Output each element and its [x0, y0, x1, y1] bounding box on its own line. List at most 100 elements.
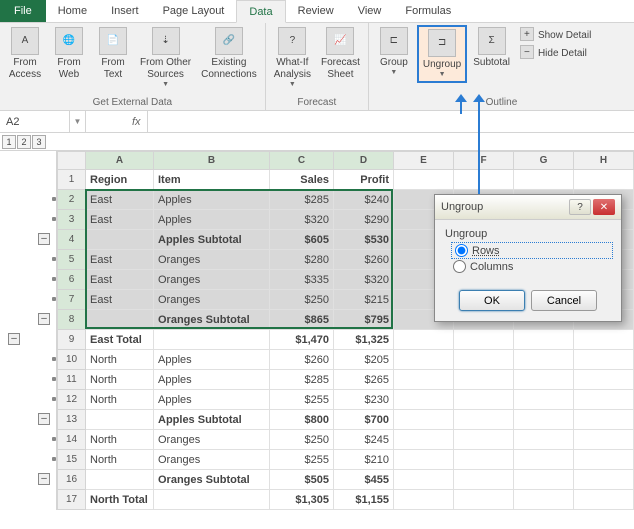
cell[interactable]: $260: [270, 350, 334, 370]
cell[interactable]: $265: [334, 370, 394, 390]
cell[interactable]: Apples Subtotal: [154, 410, 270, 430]
row-header[interactable]: 16: [58, 470, 86, 490]
col-header-E[interactable]: E: [394, 152, 454, 170]
outline-collapse-button[interactable]: –: [38, 233, 50, 245]
hide-detail-button[interactable]: −Hide Detail: [520, 45, 591, 61]
col-header-G[interactable]: G: [514, 152, 574, 170]
row-header[interactable]: 1: [58, 170, 86, 190]
col-header-A[interactable]: A: [86, 152, 154, 170]
row-header[interactable]: 2: [58, 190, 86, 210]
cell[interactable]: Apples: [154, 370, 270, 390]
row-header[interactable]: 13: [58, 410, 86, 430]
tab-data[interactable]: Data: [236, 0, 285, 23]
cell[interactable]: Profit: [334, 170, 394, 190]
cell[interactable]: Sales: [270, 170, 334, 190]
tab-home[interactable]: Home: [46, 0, 99, 22]
outline-level-3[interactable]: 3: [32, 135, 46, 149]
radio-rows[interactable]: Rows: [453, 244, 611, 257]
cell[interactable]: North: [86, 450, 154, 470]
cell[interactable]: $605: [270, 230, 334, 250]
cell[interactable]: $255: [270, 390, 334, 410]
tab-formulas[interactable]: Formulas: [393, 0, 463, 22]
tab-review[interactable]: Review: [286, 0, 346, 22]
cell[interactable]: Oranges Subtotal: [154, 470, 270, 490]
cell[interactable]: East: [86, 250, 154, 270]
cell[interactable]: $250: [270, 290, 334, 310]
row-header[interactable]: 15: [58, 450, 86, 470]
forecast-sheet-button[interactable]: 📈Forecast Sheet: [317, 25, 364, 83]
file-tab[interactable]: File: [0, 0, 46, 22]
cell[interactable]: [86, 410, 154, 430]
show-detail-button[interactable]: +Show Detail: [520, 27, 591, 43]
cell[interactable]: $215: [334, 290, 394, 310]
col-header-F[interactable]: F: [454, 152, 514, 170]
cell[interactable]: $795: [334, 310, 394, 330]
cell[interactable]: [86, 230, 154, 250]
cell[interactable]: $210: [334, 450, 394, 470]
cell[interactable]: $530: [334, 230, 394, 250]
tab-page-layout[interactable]: Page Layout: [151, 0, 237, 22]
col-header-D[interactable]: D: [334, 152, 394, 170]
cell[interactable]: $285: [270, 190, 334, 210]
name-box[interactable]: A2: [0, 111, 70, 132]
outline-level-1[interactable]: 1: [2, 135, 16, 149]
cell[interactable]: East: [86, 210, 154, 230]
cell[interactable]: Oranges: [154, 270, 270, 290]
cell[interactable]: $285: [270, 370, 334, 390]
outline-collapse-button[interactable]: –: [38, 473, 50, 485]
row-header[interactable]: 8: [58, 310, 86, 330]
row-header[interactable]: 5: [58, 250, 86, 270]
from-access-button[interactable]: AFrom Access: [4, 25, 46, 83]
col-header-B[interactable]: B: [154, 152, 270, 170]
cell[interactable]: East: [86, 190, 154, 210]
outline-collapse-button[interactable]: –: [38, 313, 50, 325]
row-header[interactable]: 14: [58, 430, 86, 450]
select-all-corner[interactable]: [58, 152, 86, 170]
cell[interactable]: Apples: [154, 190, 270, 210]
cell[interactable]: East: [86, 290, 154, 310]
from-text-button[interactable]: 📄From Text: [92, 25, 134, 83]
cell[interactable]: North: [86, 350, 154, 370]
cell[interactable]: $250: [270, 430, 334, 450]
group-button[interactable]: ⊏Group▼: [373, 25, 415, 79]
outline-collapse-button[interactable]: –: [38, 413, 50, 425]
cell[interactable]: $255: [270, 450, 334, 470]
cell[interactable]: North Total: [86, 490, 154, 510]
cell[interactable]: East: [86, 270, 154, 290]
outline-level-2[interactable]: 2: [17, 135, 31, 149]
cell[interactable]: North: [86, 370, 154, 390]
fx-icon[interactable]: fx: [126, 111, 148, 132]
cell[interactable]: Oranges: [154, 430, 270, 450]
outline-collapse-button[interactable]: –: [8, 333, 20, 345]
dialog-titlebar[interactable]: Ungroup ? ✕: [435, 195, 621, 220]
cell[interactable]: Region: [86, 170, 154, 190]
row-header[interactable]: 17: [58, 490, 86, 510]
subtotal-button[interactable]: ΣSubtotal: [469, 25, 514, 71]
cell[interactable]: Oranges Subtotal: [154, 310, 270, 330]
row-header[interactable]: 12: [58, 390, 86, 410]
cell[interactable]: $260: [334, 250, 394, 270]
cell[interactable]: [154, 330, 270, 350]
cell[interactable]: Apples: [154, 390, 270, 410]
cell[interactable]: $1,305: [270, 490, 334, 510]
tab-view[interactable]: View: [346, 0, 394, 22]
cell[interactable]: Oranges: [154, 250, 270, 270]
cell[interactable]: [86, 310, 154, 330]
cell[interactable]: $800: [270, 410, 334, 430]
whatif-analysis-button[interactable]: ?What-If Analysis▼: [270, 25, 315, 91]
cell[interactable]: $320: [334, 270, 394, 290]
cell[interactable]: Apples: [154, 210, 270, 230]
cell[interactable]: $1,155: [334, 490, 394, 510]
cell[interactable]: North: [86, 430, 154, 450]
cell[interactable]: $240: [334, 190, 394, 210]
cell[interactable]: $205: [334, 350, 394, 370]
cell[interactable]: $230: [334, 390, 394, 410]
cell[interactable]: [86, 470, 154, 490]
from-other-sources-button[interactable]: ⇣From Other Sources▼: [136, 25, 195, 91]
row-header[interactable]: 9: [58, 330, 86, 350]
cell[interactable]: $455: [334, 470, 394, 490]
row-header[interactable]: 3: [58, 210, 86, 230]
cell[interactable]: $865: [270, 310, 334, 330]
cell[interactable]: $335: [270, 270, 334, 290]
cell[interactable]: $700: [334, 410, 394, 430]
